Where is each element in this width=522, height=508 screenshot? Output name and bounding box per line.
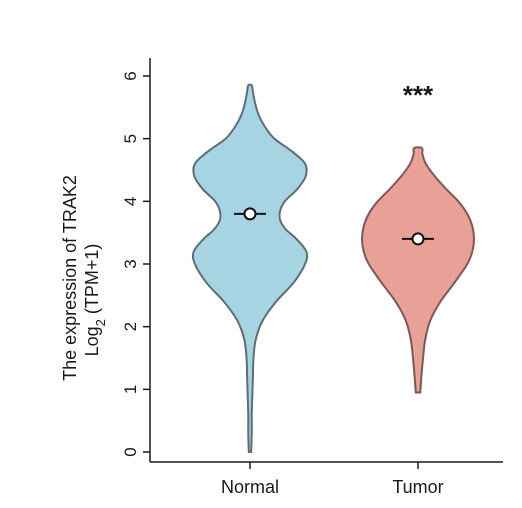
y-axis-label: The expression of TRAK2 Log2 (TPM+1) bbox=[60, 175, 108, 381]
y-axis-label-unit: (TPM+1) bbox=[82, 244, 102, 320]
x-tick-label-normal: Normal bbox=[221, 477, 279, 497]
violin-layer bbox=[191, 83, 476, 453]
y-tick-label: 0 bbox=[121, 447, 140, 456]
median-point-normal bbox=[243, 207, 257, 221]
y-axis-label-line2: Log2 (TPM+1) bbox=[82, 244, 108, 357]
y-tick-label: 6 bbox=[121, 71, 140, 80]
x-ticks: Normal Tumor bbox=[221, 462, 444, 497]
axes-layer: 0 1 2 3 4 5 6 Normal Tumor bbox=[121, 58, 503, 497]
y-tick-label: 5 bbox=[121, 134, 140, 143]
median-point-tumor bbox=[411, 232, 425, 246]
y-tick-label: 1 bbox=[121, 385, 140, 394]
y-tick-label: 2 bbox=[121, 322, 140, 331]
y-axis-label-line1: The expression of TRAK2 bbox=[60, 175, 80, 381]
y-tick-label: 4 bbox=[121, 197, 140, 206]
violin-tumor bbox=[360, 146, 476, 394]
y-axis-label-log: Log bbox=[82, 326, 102, 356]
significance-annotation: *** bbox=[403, 80, 434, 110]
y-axis-label-subscript: 2 bbox=[93, 319, 108, 326]
y-tick-label: 3 bbox=[121, 259, 140, 268]
y-ticks: 0 1 2 3 4 5 6 bbox=[121, 71, 150, 457]
violin-normal bbox=[191, 83, 309, 453]
x-tick-label-tumor: Tumor bbox=[392, 477, 443, 497]
